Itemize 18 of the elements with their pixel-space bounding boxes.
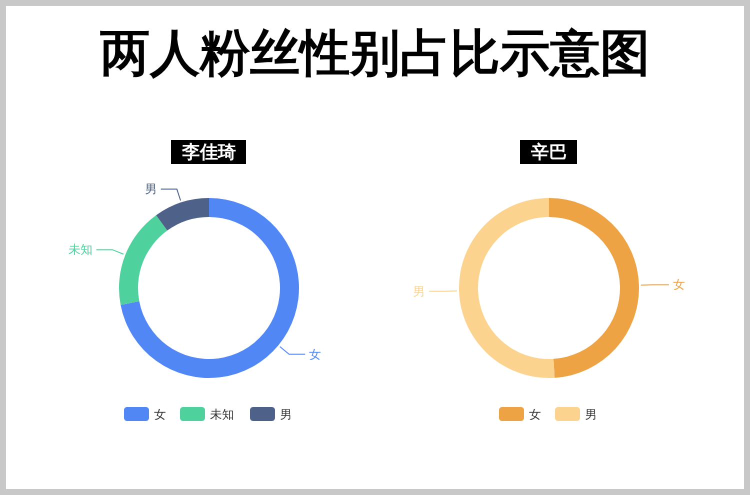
- slice-label: 女: [309, 347, 322, 362]
- donut-slice: [459, 198, 555, 378]
- chart-subtitle: 李佳琦: [181, 142, 236, 162]
- donut-slice: [119, 215, 168, 305]
- chart-title: 两人粉丝性别占比示意图: [99, 25, 650, 81]
- slice-label: 男: [144, 182, 157, 196]
- legend-label: 男: [280, 408, 292, 422]
- legend-label: 女: [529, 408, 541, 422]
- chart-title: 辛巴: [530, 142, 567, 162]
- donut-slice: [549, 198, 639, 378]
- legend-label: 未知: [210, 408, 234, 422]
- slice-label: 未知: [68, 242, 92, 257]
- slice-label: 女: [672, 278, 685, 292]
- donut-slice: [156, 198, 209, 231]
- donut-slice: [120, 198, 299, 378]
- slice-label: 男: [413, 284, 426, 298]
- legend-label: 女: [154, 408, 166, 422]
- legend-label: 男: [585, 408, 597, 422]
